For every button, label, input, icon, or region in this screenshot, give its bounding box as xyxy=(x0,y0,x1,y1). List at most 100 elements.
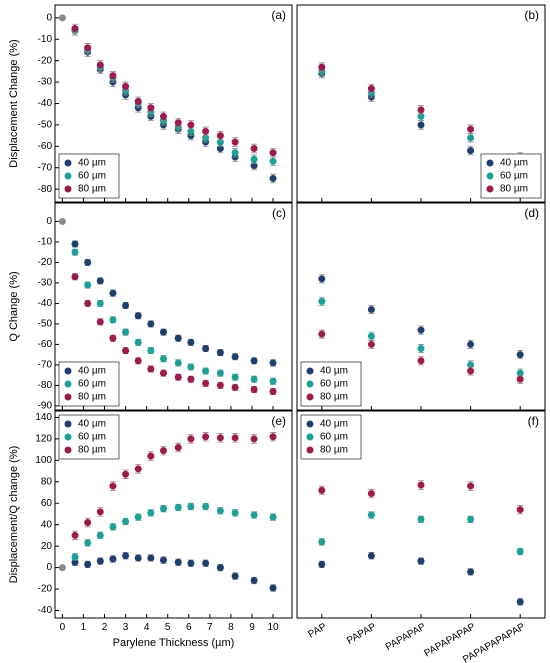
data-point xyxy=(71,273,79,281)
panel-label: (f) xyxy=(528,414,539,428)
data-point xyxy=(269,359,277,367)
data-point xyxy=(134,338,142,346)
data-point xyxy=(231,509,239,517)
legend-marker xyxy=(306,380,314,388)
data-point xyxy=(231,149,239,157)
data-point xyxy=(84,44,92,52)
data-point xyxy=(467,367,475,375)
legend-marker xyxy=(64,367,72,375)
data-point xyxy=(174,373,182,381)
x-tick-label: 10 xyxy=(267,622,279,633)
y-tick-label: 100 xyxy=(35,455,52,466)
panel-frame xyxy=(54,202,293,411)
x-tick-label: 1 xyxy=(81,622,87,633)
x-tick-label: 5 xyxy=(165,622,171,633)
legend-label: 40 µm xyxy=(320,419,348,430)
data-point xyxy=(187,559,195,567)
data-point xyxy=(159,112,167,120)
data-point xyxy=(467,515,475,523)
y-tick-label: 40 xyxy=(41,519,53,530)
reference-point xyxy=(58,217,66,225)
y-tick-label: 0 xyxy=(46,562,52,573)
data-point xyxy=(367,85,375,93)
data-point xyxy=(467,125,475,133)
legend-label: 80 µm xyxy=(78,184,106,195)
reference-point xyxy=(58,564,66,572)
legend-marker xyxy=(486,185,494,193)
data-point xyxy=(269,584,277,592)
data-point xyxy=(174,504,182,512)
data-point xyxy=(122,301,130,309)
data-point xyxy=(231,138,239,146)
x-tick-label: PAP xyxy=(306,621,328,640)
data-point xyxy=(174,359,182,367)
y-axis-label: Displacement/Q change (%) xyxy=(8,446,20,584)
data-point xyxy=(109,555,117,563)
data-point xyxy=(250,144,258,152)
panel-label: (d) xyxy=(524,206,539,220)
data-point xyxy=(417,515,425,523)
data-point xyxy=(250,375,258,383)
legend-label: 60 µm xyxy=(78,432,106,443)
data-point xyxy=(231,373,239,381)
data-point xyxy=(122,347,130,355)
data-point xyxy=(159,355,167,363)
y-tick-label: -20 xyxy=(38,257,53,268)
data-point xyxy=(159,556,167,564)
data-point xyxy=(187,338,195,346)
data-point xyxy=(96,299,104,307)
data-point xyxy=(187,502,195,510)
x-axis-label: Parylene Thickness (µm) xyxy=(113,637,235,649)
data-point xyxy=(216,564,224,572)
data-point xyxy=(71,240,79,248)
x-tick-label: 8 xyxy=(228,622,234,633)
data-point xyxy=(269,174,277,182)
data-point xyxy=(122,470,130,478)
x-tick-label: 9 xyxy=(249,622,255,633)
data-point xyxy=(516,375,524,383)
panel-label: (e) xyxy=(271,414,286,428)
x-tick-label: 0 xyxy=(60,622,66,633)
data-point xyxy=(84,299,92,307)
legend-label: 40 µm xyxy=(78,366,106,377)
data-point xyxy=(367,306,375,314)
data-point xyxy=(269,433,277,441)
legend-marker xyxy=(306,367,314,375)
data-point xyxy=(109,72,117,80)
data-point xyxy=(159,369,167,377)
legend-marker xyxy=(486,159,494,167)
data-point xyxy=(467,147,475,155)
data-point xyxy=(96,557,104,565)
y-tick-label: -40 xyxy=(38,98,53,109)
legend-label: 60 µm xyxy=(320,379,348,390)
legend-label: 60 µm xyxy=(78,171,106,182)
data-point xyxy=(367,490,375,498)
y-tick-label: -10 xyxy=(38,34,53,45)
data-point xyxy=(147,452,155,460)
data-point xyxy=(202,379,210,387)
x-tick-label: PAPAPAP xyxy=(384,621,428,653)
data-point xyxy=(187,435,195,443)
data-point xyxy=(71,531,79,539)
x-tick-label: 2 xyxy=(102,622,108,633)
y-tick-label: -60 xyxy=(38,141,53,152)
data-point xyxy=(122,328,130,336)
data-point xyxy=(318,486,326,494)
y-tick-label: -60 xyxy=(38,339,53,350)
legend-marker xyxy=(306,393,314,401)
data-point xyxy=(516,548,524,556)
legend-label: 40 µm xyxy=(500,158,528,169)
y-tick-label: 60 xyxy=(41,498,53,509)
data-point xyxy=(147,347,155,355)
y-tick-label: 140 xyxy=(35,412,52,423)
y-tick-label: -40 xyxy=(38,298,53,309)
data-point xyxy=(250,357,258,365)
data-point xyxy=(96,508,104,516)
legend-marker xyxy=(486,172,494,180)
data-point xyxy=(109,334,117,342)
data-point xyxy=(516,598,524,606)
data-point xyxy=(96,531,104,539)
x-tick-label: 3 xyxy=(123,622,129,633)
data-point xyxy=(96,277,104,285)
